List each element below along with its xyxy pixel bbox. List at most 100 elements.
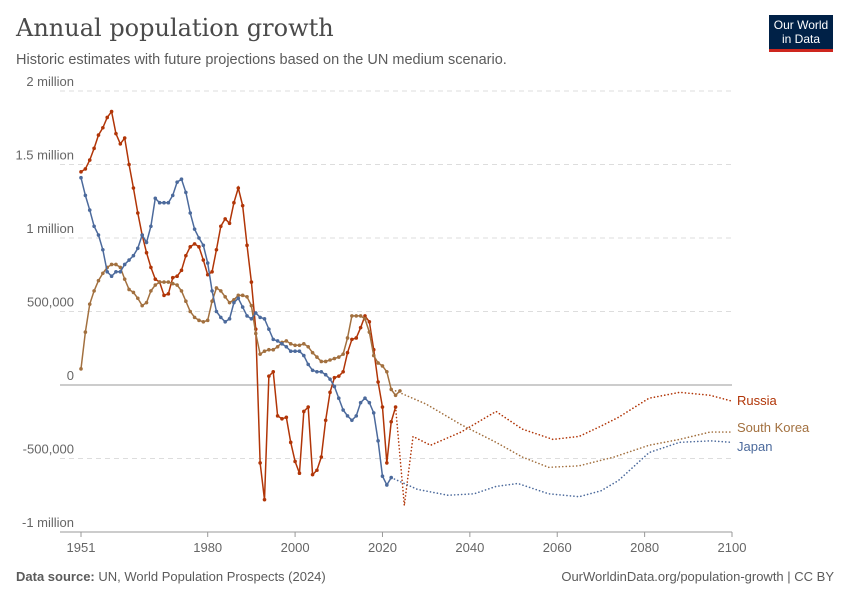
data-point xyxy=(284,344,289,349)
data-point xyxy=(122,277,127,281)
data-point xyxy=(262,317,267,321)
data-point xyxy=(306,344,310,349)
data-point xyxy=(131,290,136,295)
data-point xyxy=(236,293,241,298)
data-point xyxy=(288,342,293,346)
data-point xyxy=(380,474,385,478)
data-point xyxy=(96,278,101,283)
data-point xyxy=(184,190,188,195)
owid-logo[interactable]: Our World in Data xyxy=(769,15,833,52)
data-point xyxy=(135,246,140,251)
data-point xyxy=(92,224,96,229)
data-point xyxy=(201,243,206,248)
data-point xyxy=(275,339,280,343)
data-point xyxy=(323,359,328,364)
data-point xyxy=(79,175,83,180)
data-point xyxy=(197,236,201,240)
data-point xyxy=(253,311,258,315)
data-point xyxy=(306,405,310,409)
data-point xyxy=(302,409,306,414)
y-tick-label: 1 million xyxy=(26,221,74,236)
data-point xyxy=(166,292,171,296)
data-point xyxy=(192,315,197,320)
x-tick-label: 1980 xyxy=(193,540,222,555)
data-point xyxy=(92,146,96,151)
logo-line2: in Data xyxy=(781,32,821,46)
data-point xyxy=(240,203,245,208)
data-point xyxy=(249,280,254,284)
historic-line xyxy=(80,263,401,397)
data-point xyxy=(232,300,236,305)
data-point xyxy=(114,131,118,136)
data-point xyxy=(149,265,153,270)
x-tick-label: 2080 xyxy=(630,540,659,555)
attribution-link[interactable]: OurWorldinData.org/population-growth | C… xyxy=(561,569,834,584)
x-tick-label: 2000 xyxy=(281,540,310,555)
data-point xyxy=(363,314,367,318)
data-point xyxy=(219,289,223,293)
projection-line xyxy=(390,440,733,498)
data-point xyxy=(336,396,341,401)
data-source: Data source: UN, World Population Prospe… xyxy=(16,569,326,584)
data-point xyxy=(249,317,254,321)
data-point xyxy=(380,405,385,409)
data-point xyxy=(284,415,289,420)
data-point xyxy=(219,315,223,320)
data-point xyxy=(127,287,131,292)
data-point xyxy=(135,296,140,301)
data-point xyxy=(315,355,319,359)
data-point xyxy=(101,125,105,130)
source-text: UN, World Population Prospects (2024) xyxy=(98,569,326,584)
data-point xyxy=(219,224,223,229)
data-point xyxy=(96,233,101,237)
data-point xyxy=(227,300,232,305)
data-point xyxy=(166,280,171,284)
data-point xyxy=(162,293,166,298)
data-point xyxy=(83,167,88,171)
data-point xyxy=(341,352,345,356)
data-point xyxy=(201,319,206,324)
data-point xyxy=(210,299,214,304)
data-point xyxy=(201,258,206,262)
data-point xyxy=(345,414,350,418)
series-russia: Russia xyxy=(79,109,778,506)
data-point xyxy=(118,142,123,146)
data-point xyxy=(232,200,236,205)
chart-subtitle: Historic estimates with future projectio… xyxy=(16,52,507,68)
data-point xyxy=(118,270,123,274)
data-point xyxy=(328,377,332,381)
data-point xyxy=(179,268,184,273)
source-label: Data source: xyxy=(16,569,95,584)
data-point xyxy=(319,455,324,459)
data-point xyxy=(175,180,179,184)
data-point xyxy=(385,461,389,465)
data-point xyxy=(105,270,110,274)
data-point xyxy=(350,314,354,318)
line-chart: 2 million 1.5 million 1 million 500,000 0 -50… xyxy=(15,74,810,555)
data-point xyxy=(162,200,166,205)
data-point xyxy=(192,227,197,231)
data-point xyxy=(205,261,210,265)
data-point xyxy=(332,384,337,389)
data-point xyxy=(288,440,293,445)
data-point xyxy=(149,289,153,293)
data-point xyxy=(245,243,249,248)
data-point xyxy=(267,347,271,352)
data-point xyxy=(367,319,372,324)
data-point xyxy=(385,369,389,374)
y-tick-label: 1.5 million xyxy=(15,148,74,163)
series-japan: Japan xyxy=(79,175,772,498)
data-point xyxy=(232,297,236,302)
data-point xyxy=(258,315,262,320)
data-point xyxy=(127,162,131,167)
data-point xyxy=(302,353,306,358)
data-point xyxy=(210,270,214,274)
data-point xyxy=(227,221,232,226)
data-point xyxy=(170,275,175,280)
data-point xyxy=(323,418,328,423)
chart-title: Annual population growth xyxy=(16,14,334,42)
data-point xyxy=(197,245,201,249)
data-point xyxy=(310,350,315,355)
data-point xyxy=(192,242,197,246)
data-point xyxy=(376,361,380,365)
